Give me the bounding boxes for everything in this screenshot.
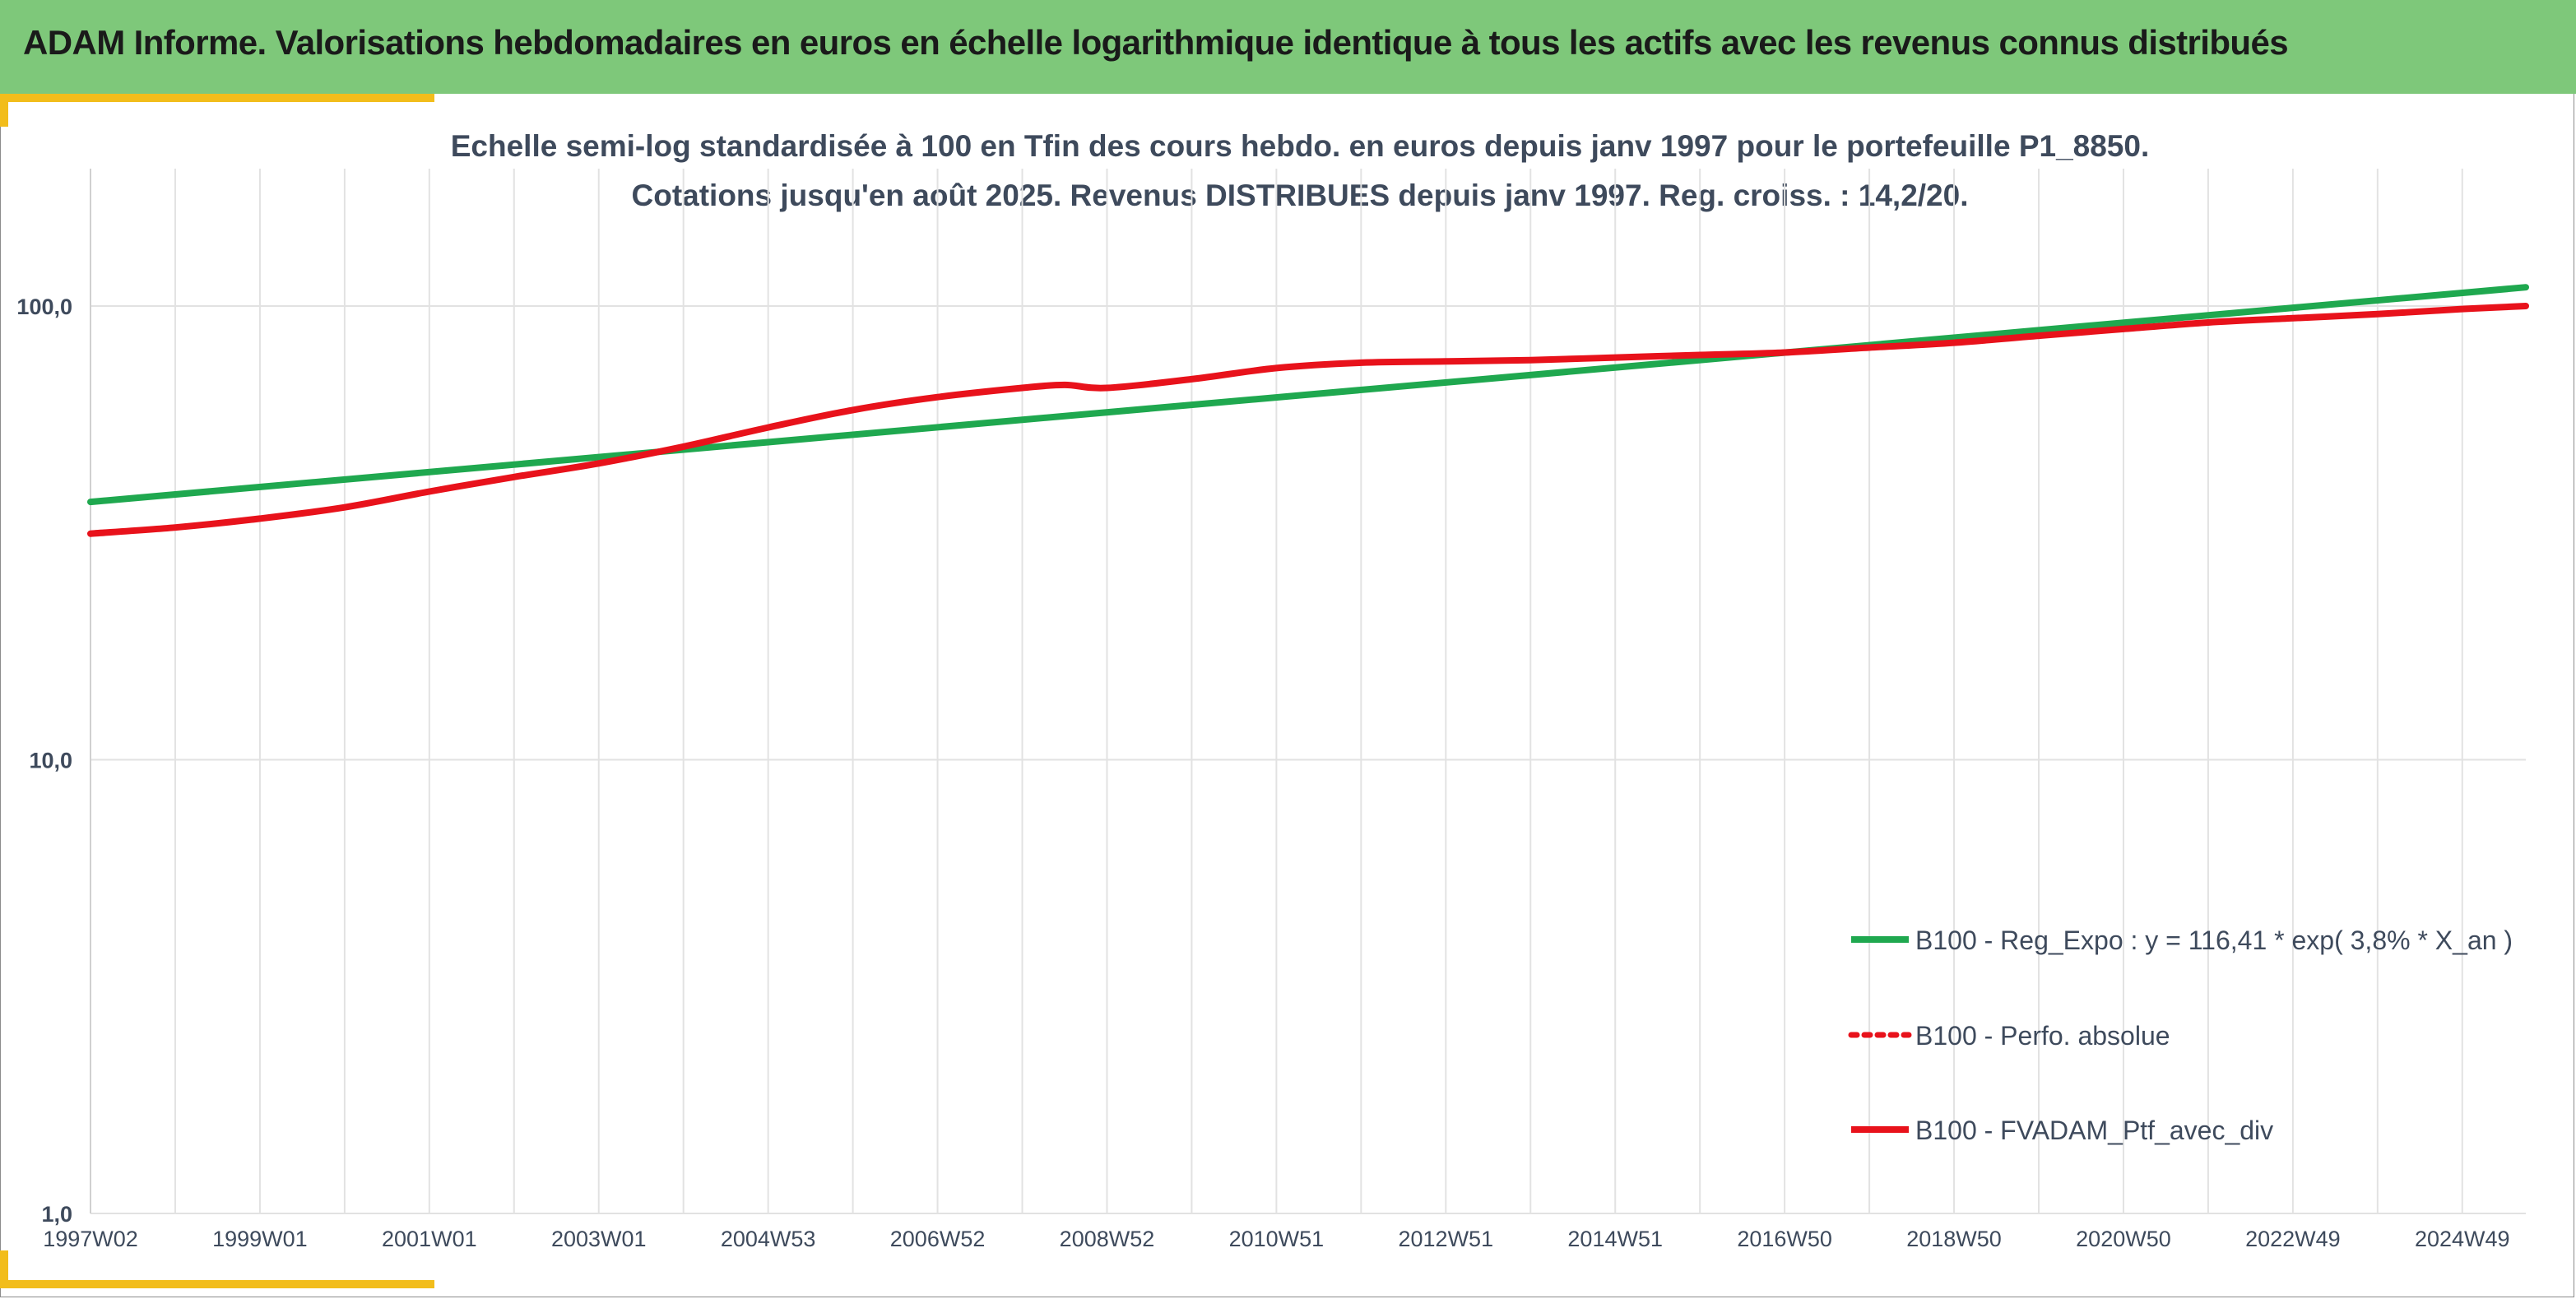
x-tick-label-2006w52: 2006W52	[890, 1227, 986, 1251]
legend-label-ptf-avec-div: B100 - FVADAM_Ptf_avec_div	[1915, 1116, 2273, 1145]
x-tick-label-2022w49: 2022W49	[2245, 1227, 2341, 1251]
x-tick-label-2003w01: 2003W01	[551, 1227, 647, 1251]
x-tick-label-2016w50: 2016W50	[1737, 1227, 1832, 1251]
x-tick-label-2018w50: 2018W50	[1906, 1227, 2002, 1251]
corner-accent-top-left-edge	[0, 94, 8, 127]
x-tick-label-2008w52: 2008W52	[1060, 1227, 1155, 1251]
series-ptf-avec-div-line	[87, 303, 2529, 537]
corner-accent-bottom-left-edge	[0, 1250, 8, 1283]
corner-accent-top-bar	[0, 94, 434, 102]
corner-accent-bottom-bar	[0, 1280, 434, 1288]
y-tick-label-1-0: 1,0	[41, 1202, 72, 1227]
series-regression-line	[87, 284, 2529, 506]
x-tick-label-1999w01: 1999W01	[212, 1227, 308, 1251]
axis-labels: 1,0 10,0 100,0 1997W02 1999W01 2001W01 2003W01…	[16, 295, 2509, 1251]
x-tick-label-2001w01: 2001W01	[382, 1227, 477, 1251]
x-tick-label-2024w49: 2024W49	[2415, 1227, 2510, 1251]
page-title: ADAM Informe. Valorisations hebdomadaire…	[23, 23, 2289, 62]
grid	[90, 169, 2526, 1214]
x-tick-label-2020w50: 2020W50	[2076, 1227, 2171, 1251]
chart-subtitle-line-2: Cotations jusqu'en août 2025. Revenus DI…	[632, 179, 1969, 212]
legend-label-regression: B100 - Reg_Expo : y = 116,41 * exp( 3,8%…	[1915, 926, 2513, 955]
legend: B100 - Reg_Expo : y = 116,41 * exp( 3,8%…	[1848, 926, 2513, 1145]
x-tick-label-2010w51: 2010W51	[1229, 1227, 1325, 1251]
series	[87, 284, 2529, 537]
x-tick-label-1997w02: 1997W02	[43, 1227, 138, 1251]
x-tick-label-2014w51: 2014W51	[1567, 1227, 1663, 1251]
chart-subtitle-line-1: Echelle semi-log standardisée à 100 en T…	[451, 129, 2150, 163]
x-tick-label-2012w51: 2012W51	[1399, 1227, 1494, 1251]
x-tick-label-2004w53: 2004W53	[721, 1227, 816, 1251]
y-tick-label-100-0: 100,0	[16, 295, 72, 319]
legend-label-perfo-absolue: B100 - Perfo. absolue	[1915, 1021, 2170, 1051]
y-tick-label-10-0: 10,0	[29, 749, 72, 773]
title-banner: ADAM Informe. Valorisations hebdomadaire…	[0, 0, 2576, 94]
